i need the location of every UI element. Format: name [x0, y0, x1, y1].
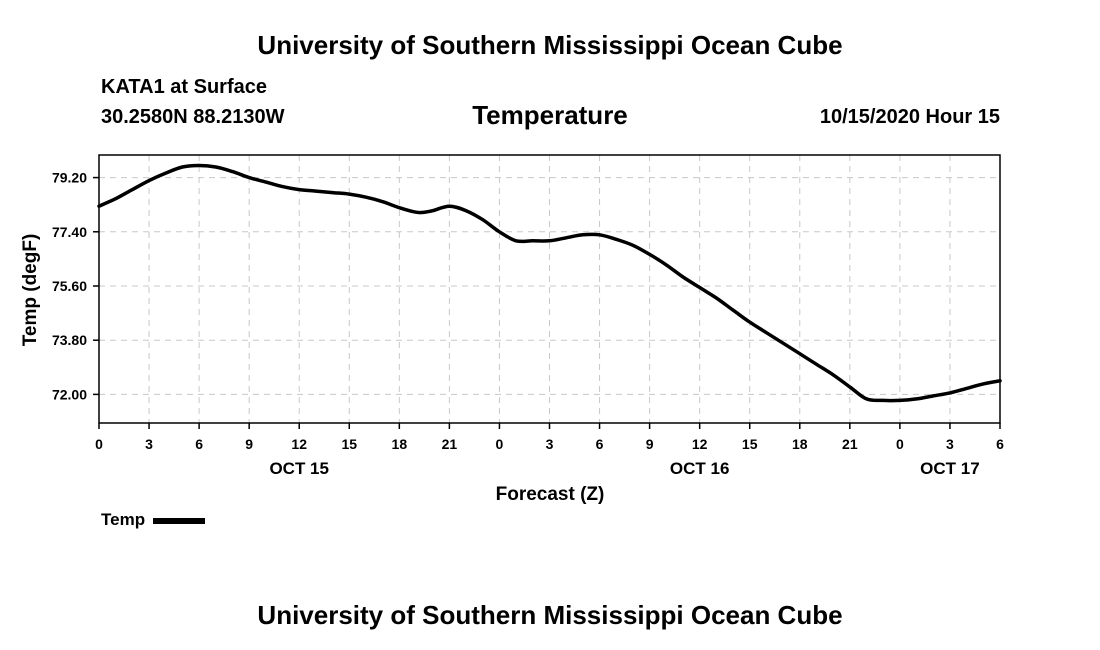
legend-line-swatch — [153, 518, 206, 524]
parameter-title: Temperature — [472, 100, 628, 130]
y-tick-label: 77.40 — [52, 224, 87, 240]
chart-main-title: University of Southern Mississippi Ocean… — [257, 30, 843, 60]
x-tick-label: 6 — [195, 436, 203, 452]
x-date-label: OCT 15 — [269, 459, 329, 478]
x-tick-label: 21 — [442, 436, 458, 452]
x-date-label: OCT 16 — [670, 459, 730, 478]
x-tick-label: 3 — [946, 436, 954, 452]
x-tick-label: 15 — [742, 436, 758, 452]
x-date-label: OCT 17 — [920, 459, 980, 478]
y-axis: 79.20 77.40 75.60 73.80 72.00 — [52, 170, 99, 402]
x-tick-label: 0 — [95, 436, 103, 452]
station-coordinates: 30.2580N 88.2130W — [101, 106, 285, 128]
series-line-temp — [97, 163, 1002, 403]
legend: Temp — [101, 510, 206, 530]
x-tick-label: 6 — [596, 436, 604, 452]
x-tick-label: 18 — [792, 436, 808, 452]
x-tick-label: 0 — [496, 436, 504, 452]
y-axis-label: Temp (degF) — [20, 234, 41, 347]
x-tick-label: 9 — [245, 436, 253, 452]
series-layer — [97, 163, 1002, 403]
forecast-datetime: 10/15/2020 Hour 15 — [819, 106, 1000, 128]
footer-title: University of Southern Mississippi Ocean… — [257, 600, 843, 630]
x-tick-label: 9 — [646, 436, 654, 452]
x-tick-label: 3 — [145, 436, 153, 452]
y-tick-label: 73.80 — [52, 332, 87, 348]
x-axis: 0 3 6 9 12 15 18 21 0 3 6 9 12 15 18 21 0 3 6 OCT 15 OCT 16 O… — [95, 423, 1004, 478]
y-tick-label: 72.00 — [52, 386, 87, 402]
x-tick-label: 0 — [896, 436, 904, 452]
grid-lines — [99, 155, 1000, 423]
x-tick-label: 18 — [392, 436, 408, 452]
x-tick-label: 12 — [692, 436, 708, 452]
station-name: KATA1 at Surface — [101, 76, 267, 98]
x-axis-label: Forecast (Z) — [496, 484, 605, 505]
x-tick-label: 15 — [341, 436, 357, 452]
y-tick-label: 75.60 — [52, 278, 87, 294]
legend-label: Temp — [101, 510, 146, 529]
x-tick-label: 21 — [842, 436, 858, 452]
x-tick-label: 12 — [291, 436, 307, 452]
x-tick-label: 6 — [996, 436, 1004, 452]
x-tick-label: 3 — [546, 436, 554, 452]
y-tick-label: 79.20 — [52, 170, 87, 186]
